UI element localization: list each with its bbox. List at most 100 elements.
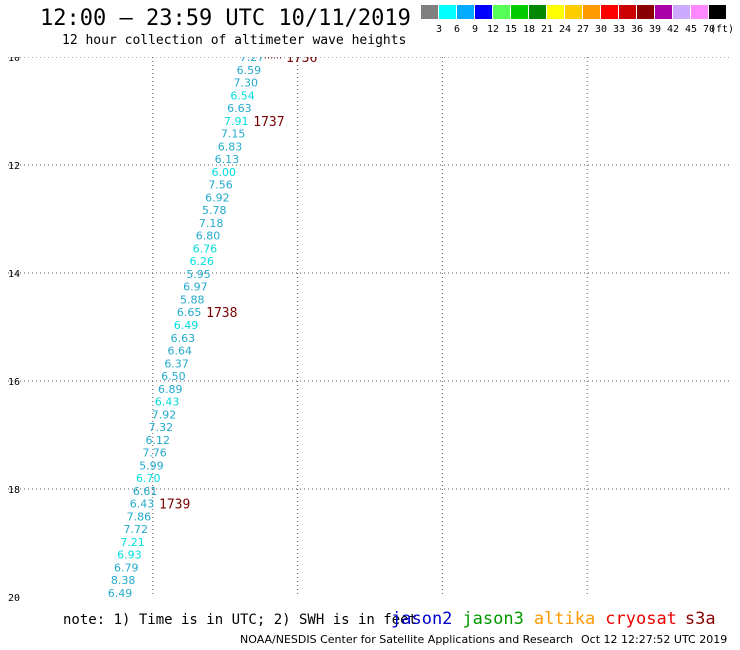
wave-height-label: 5.78 (202, 204, 227, 217)
legend-swatch (601, 5, 618, 19)
wave-height-label: 6.61 (133, 485, 158, 498)
credit-text: NOAA/NESDIS Center for Satellite Applica… (240, 633, 574, 646)
wave-height-label: 7.32 (149, 421, 174, 434)
wave-height-label: 6.63 (227, 102, 252, 115)
legend-label: 18 (522, 24, 536, 35)
legend-label: 70 (702, 24, 716, 35)
satellite-legend: jason2 jason3 altika cryosat s3a (391, 609, 726, 629)
timestamp-text: Oct 12 12:27:52 UTC 2019 (581, 633, 728, 646)
wave-height-label: 7.91 (224, 115, 249, 128)
legend-label: 15 (504, 24, 518, 35)
wave-height-label: 7.18 (199, 217, 224, 230)
pass-time-label: 1736 (286, 57, 317, 66)
map-plot: -10 -12 -14 -16 -18 -20-120 -117 -114 -111 -108 -1… (8, 57, 732, 602)
x-tick-label: -117 (141, 601, 165, 602)
legend-label: 30 (594, 24, 608, 35)
legend-unit: (ft) (709, 24, 735, 35)
y-tick-label: -16 (8, 377, 20, 388)
y-tick-label: -10 (8, 57, 20, 64)
wave-height-label: 6.63 (171, 332, 196, 345)
wave-height-label: 6.83 (218, 140, 243, 153)
legend-swatch (457, 5, 474, 19)
pass-time-label: 1738 (206, 306, 237, 321)
wave-height-label: 6.49 (108, 587, 133, 600)
wave-height-label: 5.95 (186, 268, 211, 281)
legend-label: 27 (576, 24, 590, 35)
wave-height-label: 6.80 (196, 230, 221, 243)
legend-swatch (511, 5, 528, 19)
wave-height-label: 7.21 (120, 536, 145, 549)
wave-height-label: 6.64 (167, 345, 192, 358)
wave-height-label: 6.37 (164, 357, 189, 370)
wave-height-label: 7.86 (127, 510, 152, 523)
footer-note: note: 1) Time is in UTC; 2) SWH is in fe… (63, 612, 418, 628)
x-tick-label: -111 (430, 601, 454, 602)
legend-swatch (547, 5, 564, 19)
legend-label: 12 (486, 24, 500, 35)
x-tick-label: -114 (286, 601, 310, 602)
wave-height-label: 6.59 (237, 64, 262, 77)
legend-label: 6 (453, 24, 461, 35)
wave-height-label: 6.43 (155, 396, 180, 409)
x-tick-label: -108 (575, 601, 599, 602)
y-tick-label: -20 (8, 593, 20, 602)
legend-label: 24 (558, 24, 572, 35)
wave-height-label: 7.72 (123, 523, 148, 536)
wave-height-label: 7.27 (240, 57, 265, 64)
legend-label: 9 (471, 24, 479, 35)
wave-height-label: 6.97 (183, 281, 208, 294)
wave-height-label: 5.88 (180, 293, 205, 306)
satellite-label-altika: altika (533, 609, 596, 629)
satellite-label-jason3: jason3 (462, 609, 524, 629)
wave-height-label: 6.43 (130, 498, 155, 511)
pass-time-label: 1737 (253, 115, 284, 130)
wave-height-label: 7.15 (221, 128, 246, 141)
wave-height-label: 6.93 (117, 549, 142, 562)
wave-height-label: 6.76 (193, 242, 218, 255)
legend-swatch (619, 5, 636, 19)
wave-height-label: 6.92 (205, 191, 230, 204)
satellite-label-cryosat: cryosat (605, 609, 677, 629)
wave-height-label: 6.89 (158, 383, 183, 396)
legend-label: 39 (648, 24, 662, 35)
legend-swatch (709, 5, 726, 19)
legend-swatch (583, 5, 600, 19)
wave-height-label: 6.13 (215, 153, 240, 166)
satellite-label-s3a: s3a (684, 609, 716, 629)
page-title: 12:00 — 23:59 UTC 10/11/2019 (40, 6, 411, 31)
legend-swatch (529, 5, 546, 19)
legend-swatch (691, 5, 708, 19)
legend-swatch (439, 5, 456, 19)
legend-swatch (655, 5, 672, 19)
wave-height-label: 6.50 (161, 370, 186, 383)
x-tick-label: -120 (8, 601, 20, 602)
legend-swatch (673, 5, 690, 19)
wave-height-label: 7.30 (233, 77, 258, 90)
wave-height-label: 7.92 (152, 408, 177, 421)
legend-label: 21 (540, 24, 554, 35)
legend-swatch (565, 5, 582, 19)
wave-height-label: 6.79 (114, 561, 139, 574)
y-tick-label: -18 (8, 485, 20, 496)
legend-swatch (475, 5, 492, 19)
legend-label: 42 (666, 24, 680, 35)
x-tick-label: -105 (720, 601, 732, 602)
pass-time-label: 1739 (159, 498, 190, 513)
legend-swatch (493, 5, 510, 19)
legend-label: 3 (435, 24, 443, 35)
page-subtitle: 12 hour collection of altimeter wave hei… (62, 33, 407, 48)
wave-height-label: 6.65 (177, 306, 202, 319)
wave-height-label: 6.00 (211, 166, 236, 179)
wave-height-label: 6.26 (189, 255, 214, 268)
wave-height-label: 7.76 (142, 447, 167, 460)
satellite-label-jason2: jason2 (391, 609, 453, 629)
wave-height-label: 5.99 (139, 459, 164, 472)
wave-height-label: 6.12 (145, 434, 170, 447)
legend-swatch (421, 5, 438, 19)
legend-swatch (637, 5, 654, 19)
wave-height-label: 6.54 (230, 89, 255, 102)
wave-height-label: 6.49 (174, 319, 199, 332)
legend-label: 33 (612, 24, 626, 35)
y-tick-label: -12 (8, 161, 20, 172)
